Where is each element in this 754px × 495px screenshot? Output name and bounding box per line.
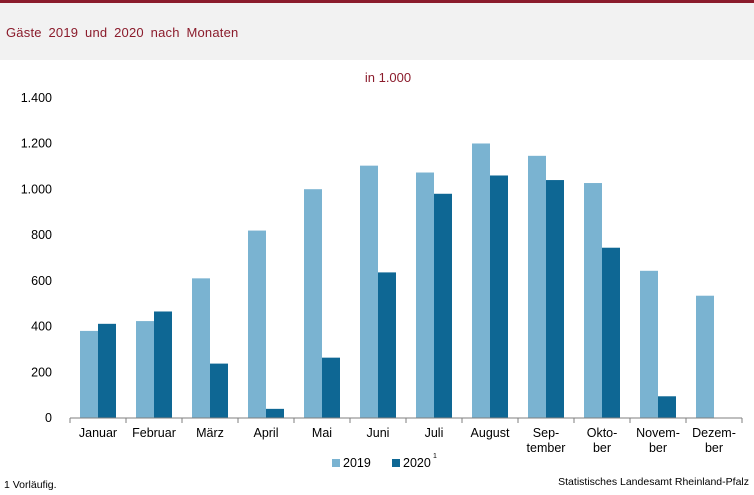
bar-2020-6 xyxy=(434,193,452,418)
x-tick-label: Juni xyxy=(367,426,390,440)
bar-2019-3 xyxy=(248,230,266,418)
legend-footnote-mark: 1 xyxy=(433,453,437,460)
y-tick-label: 1.400 xyxy=(21,91,52,105)
y-tick-label: 0 xyxy=(45,411,52,425)
bar-2020-8 xyxy=(546,180,564,418)
x-tick-label: April xyxy=(253,426,278,440)
legend-swatch-2020 xyxy=(392,459,400,467)
x-tick-label: Mai xyxy=(312,426,332,440)
bar-2019-5 xyxy=(360,165,378,418)
y-tick-label: 200 xyxy=(31,365,52,379)
bar-2020-1 xyxy=(154,311,172,418)
bar-2019-0 xyxy=(80,330,98,418)
legend-label-2020: 2020 xyxy=(403,456,431,470)
bar-2020-7 xyxy=(490,175,508,418)
footnote: 1 Vorläufig. xyxy=(4,479,57,491)
y-tick-label: 600 xyxy=(31,274,52,288)
bar-chart: in 1.000 0 200 400 600 800 1.000 1.200 1.400 Ja… xyxy=(4,70,749,491)
bar-2019-4 xyxy=(304,189,322,418)
x-tick-label: Novem-ber xyxy=(636,426,680,455)
bar-2019-7 xyxy=(472,143,490,418)
bar-2020-5 xyxy=(378,272,396,418)
y-tick-label: 400 xyxy=(31,320,52,334)
x-tick-label: Januar xyxy=(79,426,117,440)
bar-2020-3 xyxy=(266,408,284,418)
bar-2020-10 xyxy=(658,396,676,418)
bar-2019-8 xyxy=(528,155,546,418)
bar-2019-11 xyxy=(696,295,714,418)
chart-header: Gäste 2019 und 2020 nach Monaten xyxy=(0,3,754,60)
bars xyxy=(80,143,714,418)
source-credit: Statistisches Landesamt Rheinland-Pfalz xyxy=(558,476,749,488)
bar-2020-4 xyxy=(322,357,340,418)
top-accent-bar xyxy=(0,0,754,3)
unit-label: in 1.000 xyxy=(365,70,411,85)
bar-2019-2 xyxy=(192,278,210,418)
bar-2019-9 xyxy=(584,183,602,418)
x-axis: Januar Februar März April Mai Juni Juli August S… xyxy=(69,417,743,455)
legend: 2019 2020 1 xyxy=(332,453,437,470)
legend-swatch-2019 xyxy=(332,459,340,467)
x-tick-label: Okto-ber xyxy=(587,426,618,455)
x-tick-label: März xyxy=(196,426,224,440)
x-tick-label: Februar xyxy=(132,426,176,440)
chart-title: Gäste 2019 und 2020 nach Monaten xyxy=(6,25,239,40)
bar-2019-10 xyxy=(640,270,658,418)
bar-2019-1 xyxy=(136,321,154,418)
bar-2019-6 xyxy=(416,172,434,418)
bar-2020-9 xyxy=(602,247,620,418)
bar-2020-0 xyxy=(98,323,116,418)
legend-label-2019: 2019 xyxy=(343,456,371,470)
x-tick-label: Juli xyxy=(425,426,444,440)
x-tick-label: August xyxy=(471,426,510,440)
y-tick-label: 800 xyxy=(31,228,52,242)
x-tick-label: Sep-tember xyxy=(527,426,566,455)
y-tick-label: 1.200 xyxy=(21,137,52,151)
y-tick-label: 1.000 xyxy=(21,182,52,196)
y-axis: 0 200 400 600 800 1.000 1.200 1.400 xyxy=(21,91,52,425)
x-tick-label: Dezem-ber xyxy=(692,426,736,455)
bar-2020-2 xyxy=(210,363,228,418)
